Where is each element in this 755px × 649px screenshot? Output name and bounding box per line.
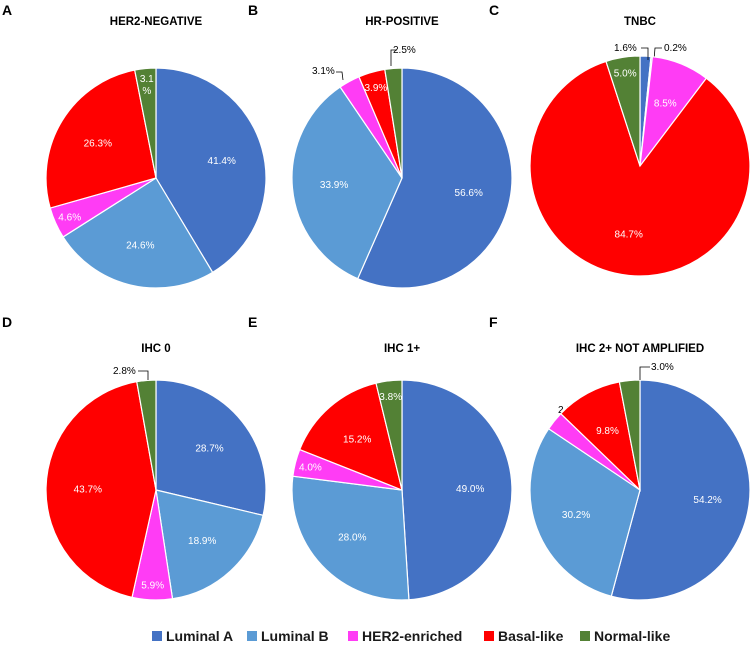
pie-slice-basal-like: [298, 382, 403, 491]
panel-letter: F: [489, 314, 498, 330]
pie-panel-a: A HER2-NEGATIVE 41.4% 24.6% 4.6% 26.3% 3.1%: [2, 2, 267, 289]
pie-slice-normal-like: [384, 67, 403, 179]
slice-label: 2.8%: [113, 366, 136, 377]
slice-label: 5.0%: [614, 69, 637, 80]
pie-slice-luminal-a: [155, 379, 267, 517]
legend-label: Basal-like: [498, 628, 564, 644]
panel-letter: A: [2, 2, 12, 18]
leader-line: [138, 370, 149, 380]
pie-slice-luminal-a: [610, 379, 751, 601]
panel-letter: E: [248, 314, 257, 330]
slice-label: 0.2%: [664, 43, 687, 54]
pie-slice-luminal-a: [401, 379, 513, 601]
pie-panel-e: E IHC 1+ 49.0% 28.0% 4.0% 15.2% 3.8%: [248, 314, 513, 601]
panel-title: IHC 0: [141, 343, 170, 355]
pie-slice-normal-like: [136, 379, 157, 491]
leader-line: [653, 47, 662, 61]
pie-slice-normal-like: [134, 67, 157, 179]
panel-letter: D: [2, 314, 12, 330]
leader-line: [639, 366, 650, 380]
legend-label: HER2-enriched: [362, 628, 462, 644]
pie-slice-luminal-b: [529, 427, 641, 597]
slice-label: 3.8%: [379, 392, 402, 403]
pie-slice-luminal-b: [291, 86, 403, 280]
pie-slice-luminal-b: [62, 177, 214, 289]
slice-label: 3.0%: [651, 362, 674, 373]
slice-label: 41.4%: [208, 156, 236, 167]
slice-label: 9.8%: [596, 426, 619, 437]
slice-label: 24.6%: [126, 240, 154, 251]
leader-line: [336, 71, 344, 81]
pie-panel-c: C TNBC 1.6% 0.2% 8.5% 84.7% 5.0%: [489, 2, 751, 277]
panel-title: HR-POSITIVE: [365, 16, 439, 28]
slice-label: 4.6%: [58, 213, 81, 224]
legend-item-luminal-b: Luminal B: [247, 628, 329, 644]
slice-label: 3.1%: [140, 74, 154, 97]
pie-slice-luminal-a: [356, 67, 513, 289]
slice-label: 1.6%: [614, 43, 637, 54]
legend-swatch: [580, 631, 590, 641]
legend-swatch: [152, 631, 162, 641]
slice-label: 43.7%: [74, 485, 102, 496]
slice-label: 28.7%: [195, 444, 223, 455]
pie-slice-normal-like: [605, 55, 641, 167]
slice-label: 49.0%: [456, 484, 484, 495]
legend-swatch: [247, 631, 257, 641]
pie-panel-d: D IHC 0 28.7% 18.9% 5.9% 43.7% 2.8%: [2, 314, 267, 601]
panel-letter: B: [248, 2, 258, 18]
slice-label: 54.2%: [693, 495, 721, 506]
pie-slice-luminal-a: [155, 67, 267, 274]
panel-letter: C: [489, 2, 499, 18]
slice-label: 84.7%: [615, 229, 643, 240]
legend-item-basal-like: Basal-like: [484, 628, 564, 644]
legend-item-her2-enriched: HER2-enriched: [348, 628, 462, 644]
legend-swatch: [484, 631, 494, 641]
slice-label: 3.1%: [312, 66, 335, 77]
slice-label: 3.9%: [365, 83, 388, 94]
legend: Luminal A Luminal B HER2-enriched Basal-lik…: [152, 628, 670, 644]
panel-title: TNBC: [624, 16, 656, 28]
leader-line: [641, 47, 649, 60]
legend-swatch: [348, 631, 358, 641]
slice-label: 26.3%: [84, 138, 112, 149]
panel-title: IHC 1+: [384, 343, 420, 355]
slice-label: 15.2%: [343, 435, 371, 446]
legend-item-normal-like: Normal-like: [580, 628, 670, 644]
panel-title: HER2-NEGATIVE: [110, 16, 203, 28]
slice-label: 28.0%: [338, 533, 366, 544]
slice-label: 33.9%: [320, 180, 348, 191]
leader-line: [390, 49, 397, 66]
pie-slice-normal-like: [375, 379, 403, 491]
slice-label: 18.9%: [188, 536, 216, 547]
legend-label: Luminal B: [261, 628, 329, 644]
panel-title: IHC 2+ NOT AMPLIFIED: [576, 343, 704, 355]
pie-slice-basal-like: [45, 381, 157, 599]
pie-slice-basal-like: [529, 60, 751, 277]
slice-label: 56.6%: [455, 188, 483, 199]
legend-item-luminal-a: Luminal A: [152, 628, 233, 644]
legend-label: Normal-like: [594, 628, 670, 644]
pie-panel-b: B HR-POSITIVE 56.6% 33.9% 3.1% 3.9% 2.5%: [248, 2, 513, 289]
legend-label: Luminal A: [166, 628, 233, 644]
pie-slice-luminal-b: [155, 489, 264, 600]
slice-label: 2.5%: [393, 45, 416, 56]
slice-label: 4.0%: [299, 463, 322, 474]
slice-label: 8.5%: [654, 99, 677, 110]
pie-slice-luminal-b: [291, 475, 410, 601]
pie-slice-basal-like: [45, 69, 157, 209]
slice-label: 30.2%: [562, 510, 590, 521]
slice-label: 5.9%: [141, 581, 164, 592]
